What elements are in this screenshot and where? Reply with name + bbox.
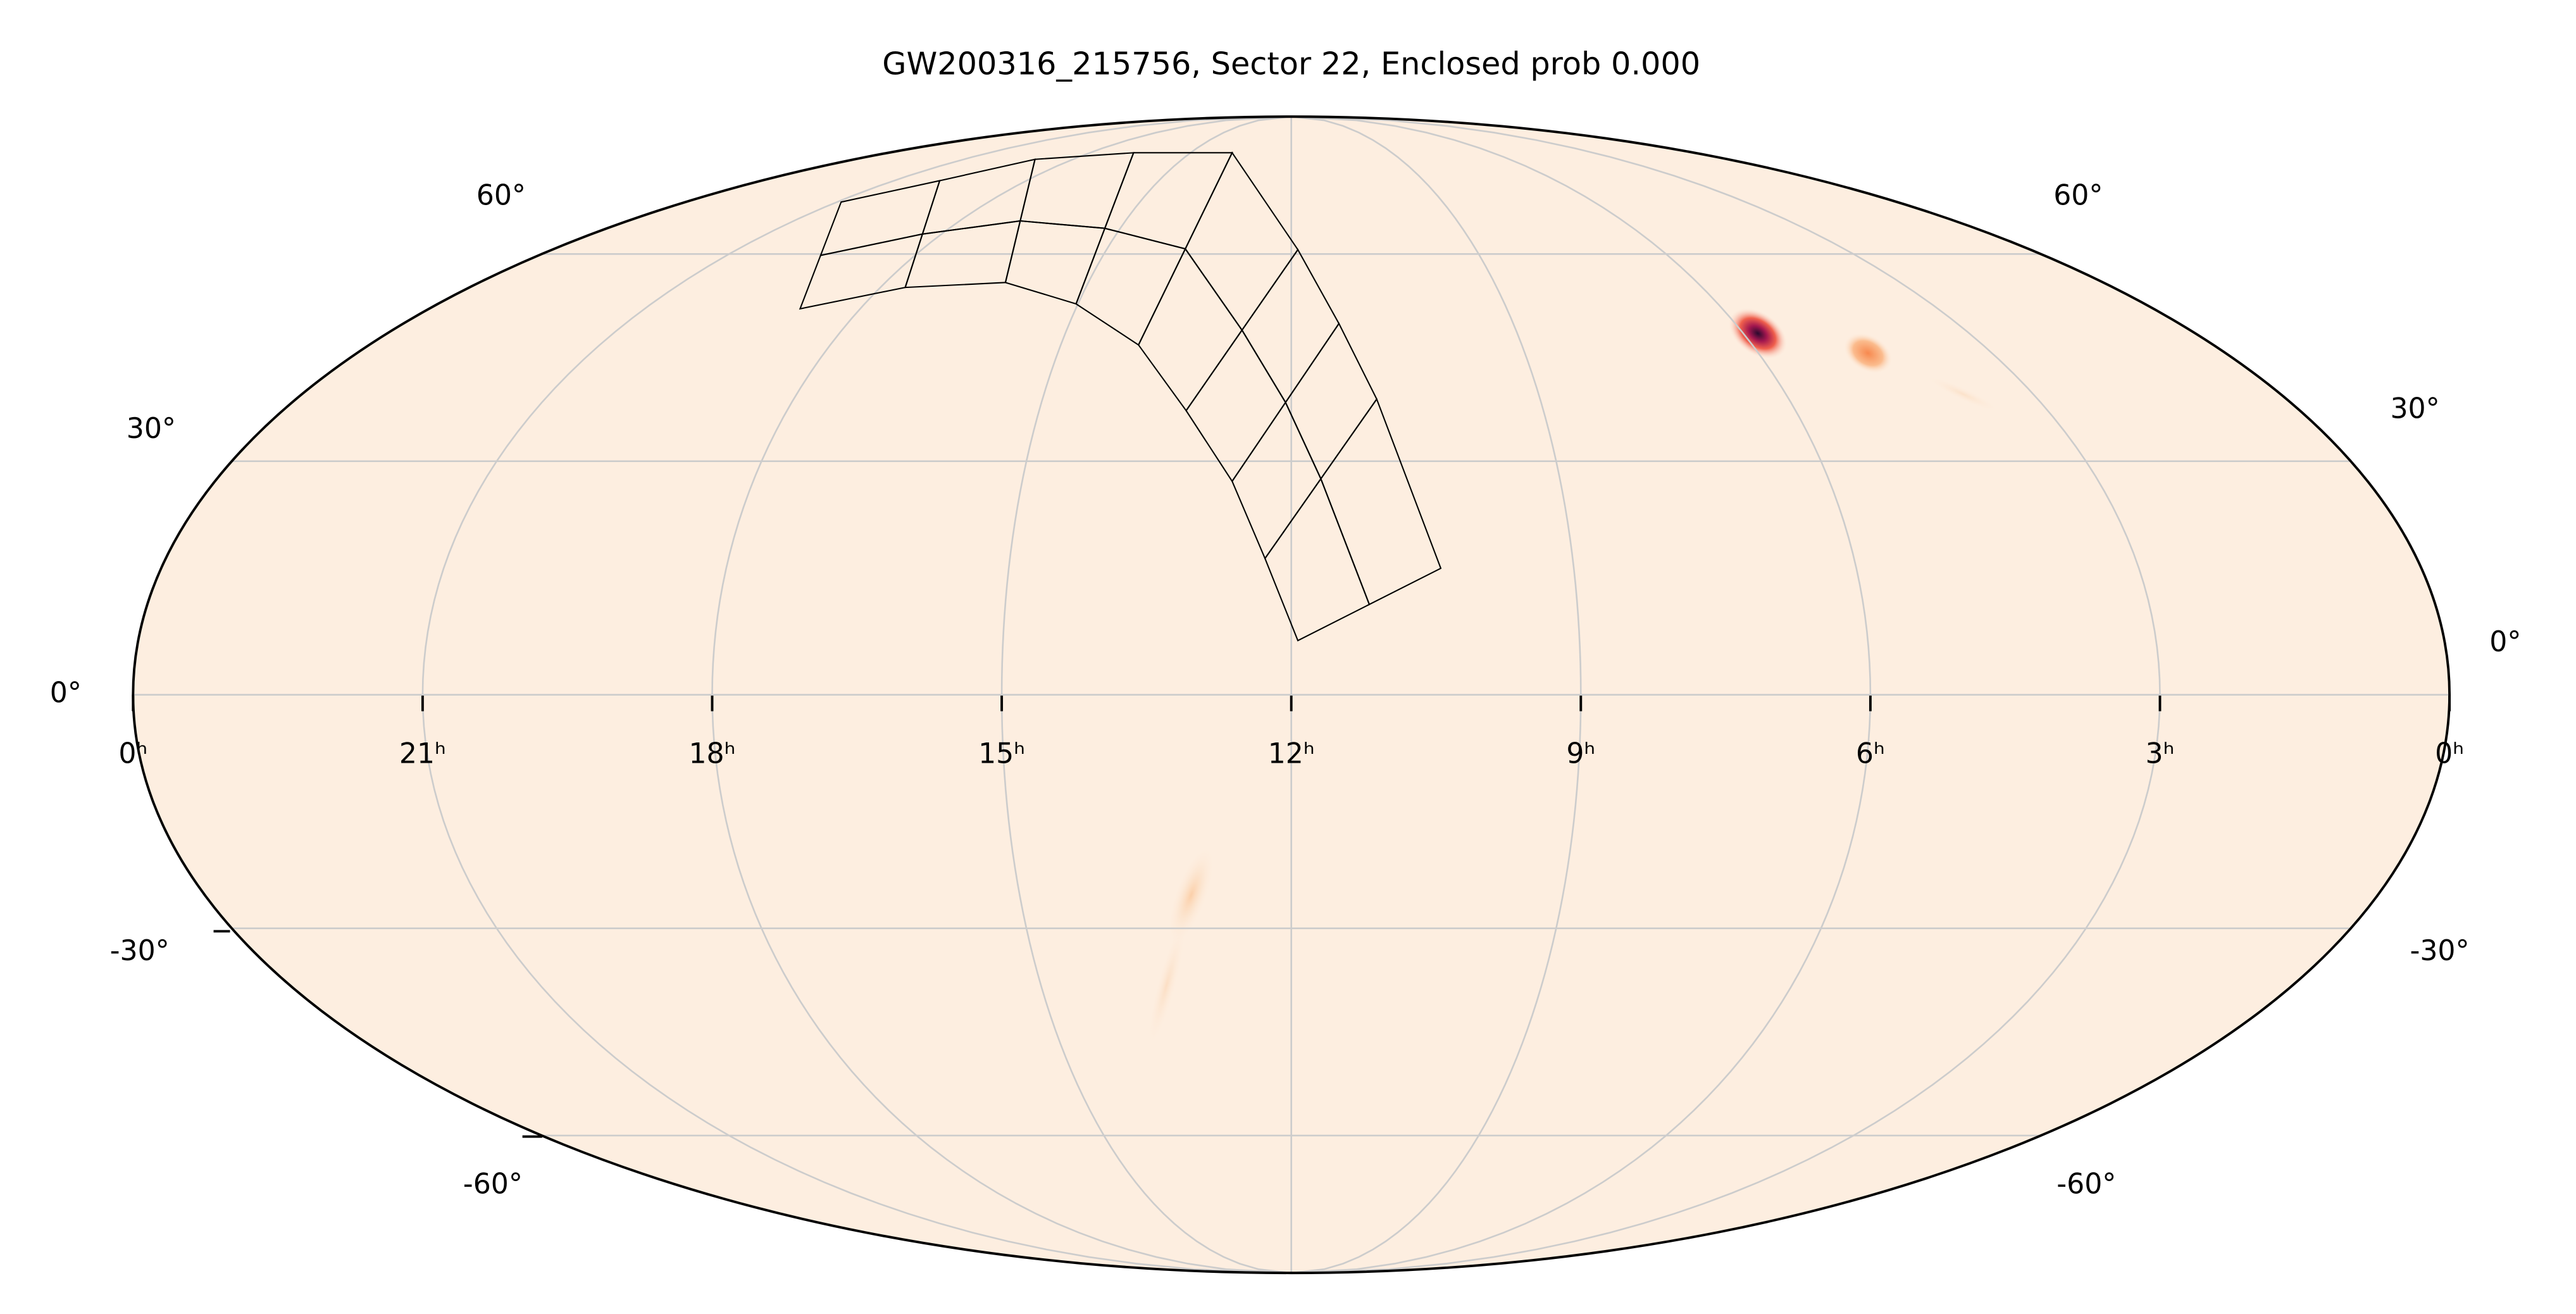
x-tick-label: 6ʰ	[1856, 738, 1885, 770]
x-tick-label: 21ʰ	[399, 738, 446, 770]
y-tick-label: -60°	[463, 1168, 523, 1201]
x-tick-label: 3ʰ	[2146, 738, 2175, 770]
y-tick-label: -60°	[2056, 1168, 2116, 1201]
faint-streak	[1926, 375, 2001, 413]
tess-footprint	[799, 151, 1442, 642]
faint-region	[1167, 845, 1215, 945]
y-tick-label: 60°	[476, 179, 526, 211]
y-tick-label: 0°	[2489, 626, 2521, 658]
x-tick-label: 12ʰ	[1268, 738, 1315, 770]
y-tick-label: -30°	[110, 935, 170, 967]
y-tick-label: 60°	[2053, 179, 2103, 211]
x-tick-label: 0ʰ	[2435, 738, 2464, 770]
ccd	[1320, 397, 1442, 606]
faint-tail	[1147, 922, 1186, 1049]
tick-labels: 0ʰ 21ʰ 18ʰ 15ʰ 12ʰ 9ʰ 6ʰ 3ʰ 0ʰ -60° -60° -30° -30° 0°…	[50, 179, 2522, 1200]
y-tick-label: 30°	[2390, 393, 2439, 425]
x-tick-label: 9ʰ	[1566, 738, 1595, 770]
sky-border	[132, 115, 2451, 1275]
probability-map	[1147, 308, 2001, 1049]
y-tick-label: 0°	[50, 677, 82, 710]
x-tick-label: 0ʰ	[118, 738, 147, 770]
y-tick-label: -30°	[2410, 935, 2469, 967]
chart-title: GW200316_215756, Sector 22, Enclosed pro…	[882, 45, 1700, 82]
secondary-region	[1843, 332, 1893, 374]
x-tick-label: 18ʰ	[689, 738, 736, 770]
primary-region	[1728, 308, 1788, 360]
x-tick-label: 15ʰ	[978, 738, 1025, 770]
y-tick-label: 30°	[127, 413, 176, 445]
